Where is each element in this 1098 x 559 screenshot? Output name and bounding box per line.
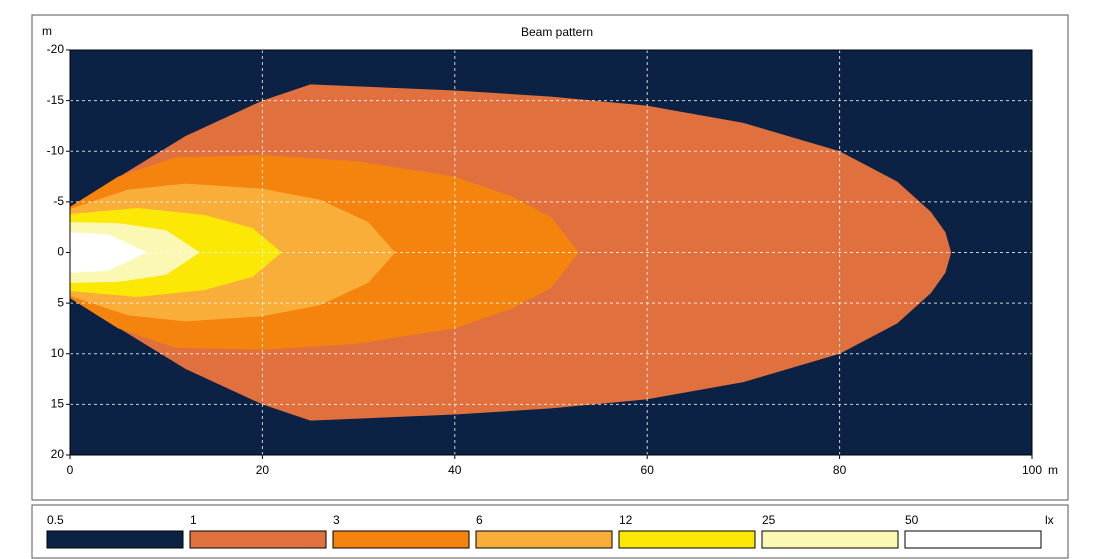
x-tick-label: 100 [1022,463,1042,477]
y-tick-label: 5 [57,295,64,309]
y-tick-label: 0 [57,245,64,259]
x-tick-label: 40 [448,463,462,477]
legend-swatch [761,530,899,549]
x-tick-label: 0 [67,463,74,477]
legend-label: 50 [905,513,919,527]
legend-label: 0.5 [47,513,64,527]
plot-frame [69,49,1033,456]
legend-swatch [475,530,613,549]
y-tick-label: -5 [53,194,64,208]
x-tick-label: 20 [256,463,270,477]
y-axis-label: m [42,24,52,38]
x-tick-label: 60 [641,463,655,477]
y-tick-label: 10 [51,346,65,360]
x-axis-label: m [1048,463,1058,477]
legend-label: 12 [619,513,633,527]
legend-label: 6 [476,513,483,527]
legend-label: 3 [333,513,340,527]
legend-label: 25 [762,513,776,527]
legend-label: 1 [190,513,197,527]
y-tick-label: -15 [47,93,65,107]
y-tick-label: 15 [51,397,65,411]
legend-swatch [904,530,1042,549]
legend-swatch [189,530,327,549]
chart-title: Beam pattern [521,25,593,39]
legend-swatch [46,530,184,549]
y-tick-label: -20 [47,42,65,56]
legend-swatch [332,530,470,549]
y-tick-label: 20 [51,447,65,461]
x-tick-label: 80 [833,463,847,477]
legend-swatch [618,530,756,549]
legend-unit: lx [1045,513,1054,527]
y-tick-label: -10 [47,143,65,157]
